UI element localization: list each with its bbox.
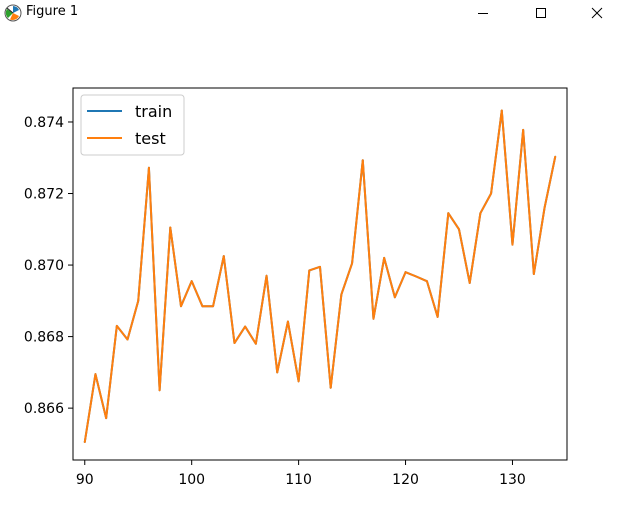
data-point-test [479,212,482,215]
data-point-test [212,305,214,308]
data-point-test [308,269,311,272]
data-point-test [436,316,439,318]
series-line-test [83,109,557,443]
data-point-test [372,317,375,320]
data-point-test [169,226,172,229]
data-point-test [532,273,535,275]
line-chart: 90 100 110 120 130 0.866 0.868 0.870 0.872 0.874 t… [24,87,568,488]
window-titlebar: Figure 1 [0,0,620,26]
data-point-test [201,305,204,308]
data-point-test [522,128,525,131]
data-point-test [244,325,247,328]
x-tick-label: 120 [392,472,419,488]
data-point-test [361,159,364,162]
data-point-test [126,338,129,341]
data-point-test [265,274,268,277]
window-title: Figure 1 [26,4,79,19]
x-tick-label: 90 [76,472,94,488]
data-point-test [180,305,182,308]
x-tick-label: 110 [285,472,312,488]
data-point-test [115,324,118,327]
close-button[interactable] [574,0,620,26]
maximize-button[interactable] [518,0,564,26]
data-point-test [554,155,557,158]
data-point-test [543,206,546,209]
data-point-test [415,275,418,278]
matplotlib-icon [4,4,22,22]
data-point-test [426,280,428,283]
data-point-test [383,257,386,259]
data-point-test [287,320,289,323]
data-point-test [511,243,514,246]
y-tick-label: 0.870 [24,258,64,274]
figure-canvas: 90 100 110 120 130 0.866 0.868 0.870 0.872 0.874 t… [0,26,620,508]
data-point-test [404,271,407,274]
data-point-test [148,166,150,169]
x-tick-label: 100 [178,472,205,488]
legend-label-test: test [135,129,166,148]
data-point-test [297,380,300,383]
y-tick-label: 0.868 [24,330,64,346]
data-point-test [490,192,492,195]
data-point-test [500,109,503,112]
data-point-test [458,228,460,231]
data-point-test [222,255,225,258]
data-point-test [94,373,97,376]
y-tick-label: 0.872 [24,187,64,203]
x-tick-label: 130 [499,472,526,488]
maximize-icon [536,8,546,18]
data-point-test [254,342,257,345]
data-point-test [83,441,86,444]
legend-label-train: train [135,102,172,121]
data-point-test [158,389,161,392]
data-point-test [447,212,450,215]
data-point-test [340,293,343,296]
data-point-test [329,386,332,389]
minimize-button[interactable] [460,0,506,26]
data-point-test [393,296,396,299]
data-point-test [190,280,193,283]
axes-frame [72,87,568,461]
close-icon [591,7,603,19]
data-point-test [276,371,279,374]
y-tick-label: 0.866 [24,401,64,417]
y-tick-label: 0.874 [24,115,64,131]
data-point-test [233,342,236,344]
data-point-test [137,299,140,302]
data-point-test [468,282,471,284]
data-point-test [319,265,321,268]
data-point-test [351,262,353,265]
data-point-test [105,417,108,420]
minimize-icon [478,13,488,14]
